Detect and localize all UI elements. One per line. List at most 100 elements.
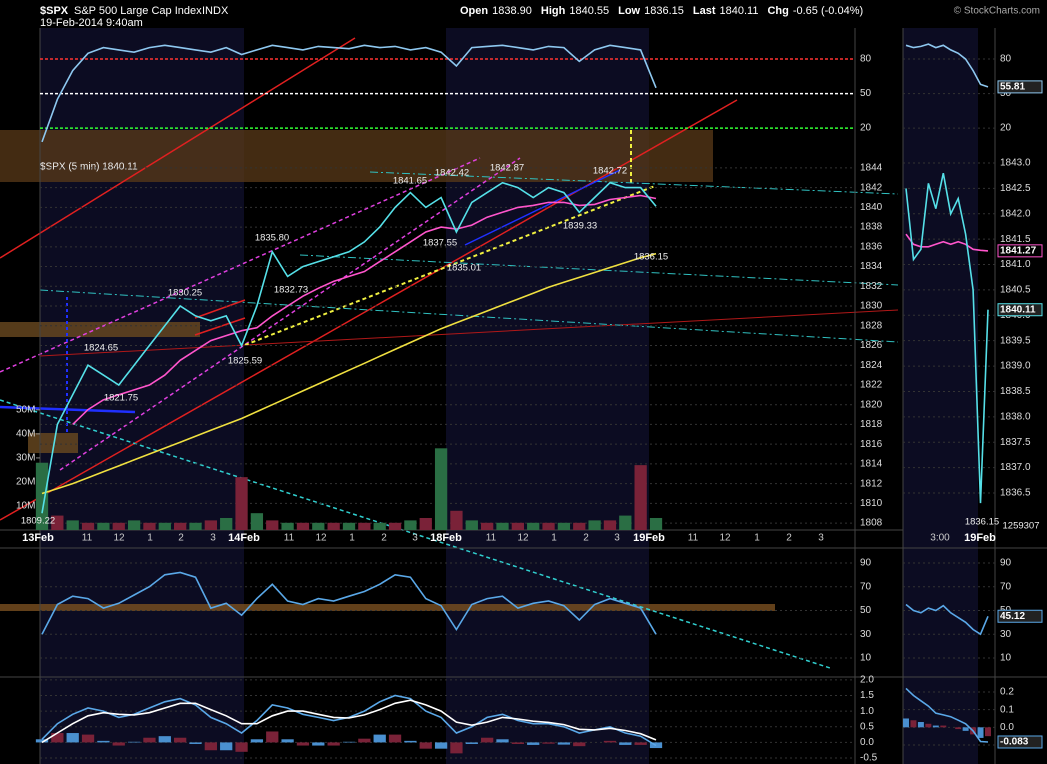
price-annotation: 1824.65 [84, 343, 118, 354]
series-line [905, 687, 989, 743]
price-annotation: 1825.59 [228, 356, 262, 367]
trendline [299, 254, 899, 286]
y-tick-label: 1843.0 [1000, 158, 1031, 169]
bar [97, 522, 110, 530]
bar [143, 737, 156, 743]
x-tick-label: 2 [583, 533, 589, 544]
bar [127, 520, 141, 530]
price-annotation: 1835.01 [447, 263, 481, 274]
bar [496, 739, 509, 743]
end-label: 1840.11 [1000, 304, 1036, 315]
y-tick-label: 1837.5 [1000, 437, 1031, 448]
bar [649, 517, 663, 530]
bar [619, 515, 632, 530]
bar [296, 742, 310, 746]
series-line [41, 252, 657, 495]
y-tick-label: 1832 [860, 281, 883, 292]
y-tick-label: 1841.5 [1000, 234, 1031, 245]
y-tick-label: 1814 [860, 459, 883, 470]
x-tick-label: 12 [719, 533, 731, 544]
bar [404, 740, 417, 743]
y-tick-label: 50 [860, 88, 872, 99]
bar [312, 742, 325, 746]
bar [573, 522, 586, 530]
bar [955, 727, 962, 730]
price-zone [0, 604, 775, 611]
bar [603, 740, 617, 743]
y-tick-label: 1828 [860, 320, 883, 331]
bar [235, 742, 248, 752]
price-annotation: 1841.65 [393, 176, 427, 187]
y2-tick-label: 20M [16, 477, 35, 488]
price-zone [0, 130, 713, 182]
x-tick-label: 11 [486, 533, 497, 544]
quote-value: -0.65 (-0.04%) [793, 5, 863, 17]
y-tick-label: 0.5 [860, 721, 874, 732]
bar [910, 720, 917, 728]
bar [189, 522, 202, 530]
bar [434, 742, 448, 749]
y-tick-label: 1812 [860, 478, 883, 489]
x-tick-label: 18Feb [430, 532, 462, 544]
quote-value: 1838.90 [492, 5, 532, 17]
series-line [41, 44, 657, 143]
date: 19-Feb-2014 9:40am [40, 17, 143, 29]
bar [342, 522, 356, 530]
trendline [0, 99, 738, 521]
y2-tick-label: 40M [16, 429, 35, 440]
y-tick-label: 1841.0 [1000, 259, 1031, 270]
x-tick-label: 19Feb [964, 532, 996, 544]
x-tick-label: 3 [412, 533, 418, 544]
y-tick-label: 1830 [860, 301, 883, 312]
y-tick-label: 20 [860, 123, 872, 134]
x-tick-label: 3 [210, 533, 216, 544]
bar [220, 742, 233, 751]
bar [388, 734, 402, 743]
bar [266, 520, 279, 530]
bar [496, 522, 509, 530]
y-tick-label: 1810 [860, 498, 883, 509]
price-annotation: 1830.25 [168, 288, 202, 299]
bar [158, 522, 171, 530]
bar [81, 522, 95, 530]
bar [465, 742, 478, 744]
trendline [0, 405, 136, 414]
bar [573, 742, 586, 747]
end-label-box [997, 244, 1043, 258]
x-tick-label: 12 [315, 533, 327, 544]
bar [312, 522, 325, 530]
bar [481, 737, 494, 743]
quote-value: 1840.55 [569, 5, 609, 17]
series-line [41, 181, 657, 514]
bar [143, 522, 156, 530]
price-annotation: 1842.42 [435, 168, 469, 179]
quote-label: Last [693, 5, 716, 17]
bar [266, 731, 279, 743]
x-tick-label: 12 [113, 533, 125, 544]
series-line [905, 43, 989, 88]
y-tick-label: 10 [860, 653, 872, 664]
bar [51, 515, 64, 530]
bar [112, 522, 125, 530]
bar [174, 737, 187, 743]
quote-label: Low [618, 5, 640, 17]
bar [204, 520, 217, 530]
bar [220, 517, 233, 530]
y2-tick-label: 10M [16, 501, 35, 512]
y-tick-label: 30 [1000, 629, 1012, 640]
bar [158, 736, 171, 743]
y-tick-label: 1844 [860, 163, 883, 174]
end-label: 1841.27 [1000, 245, 1037, 256]
bar [465, 520, 478, 530]
bar [557, 742, 571, 745]
bar [903, 718, 909, 728]
bar [327, 742, 340, 746]
x-tick-label: 14Feb [228, 532, 260, 544]
end-label: -0.083 [1000, 737, 1029, 748]
price-annotation: 1821.75 [104, 393, 138, 404]
x-tick-label: 1 [349, 533, 355, 544]
bar [940, 725, 947, 728]
bar [373, 522, 386, 530]
bar [97, 740, 110, 743]
